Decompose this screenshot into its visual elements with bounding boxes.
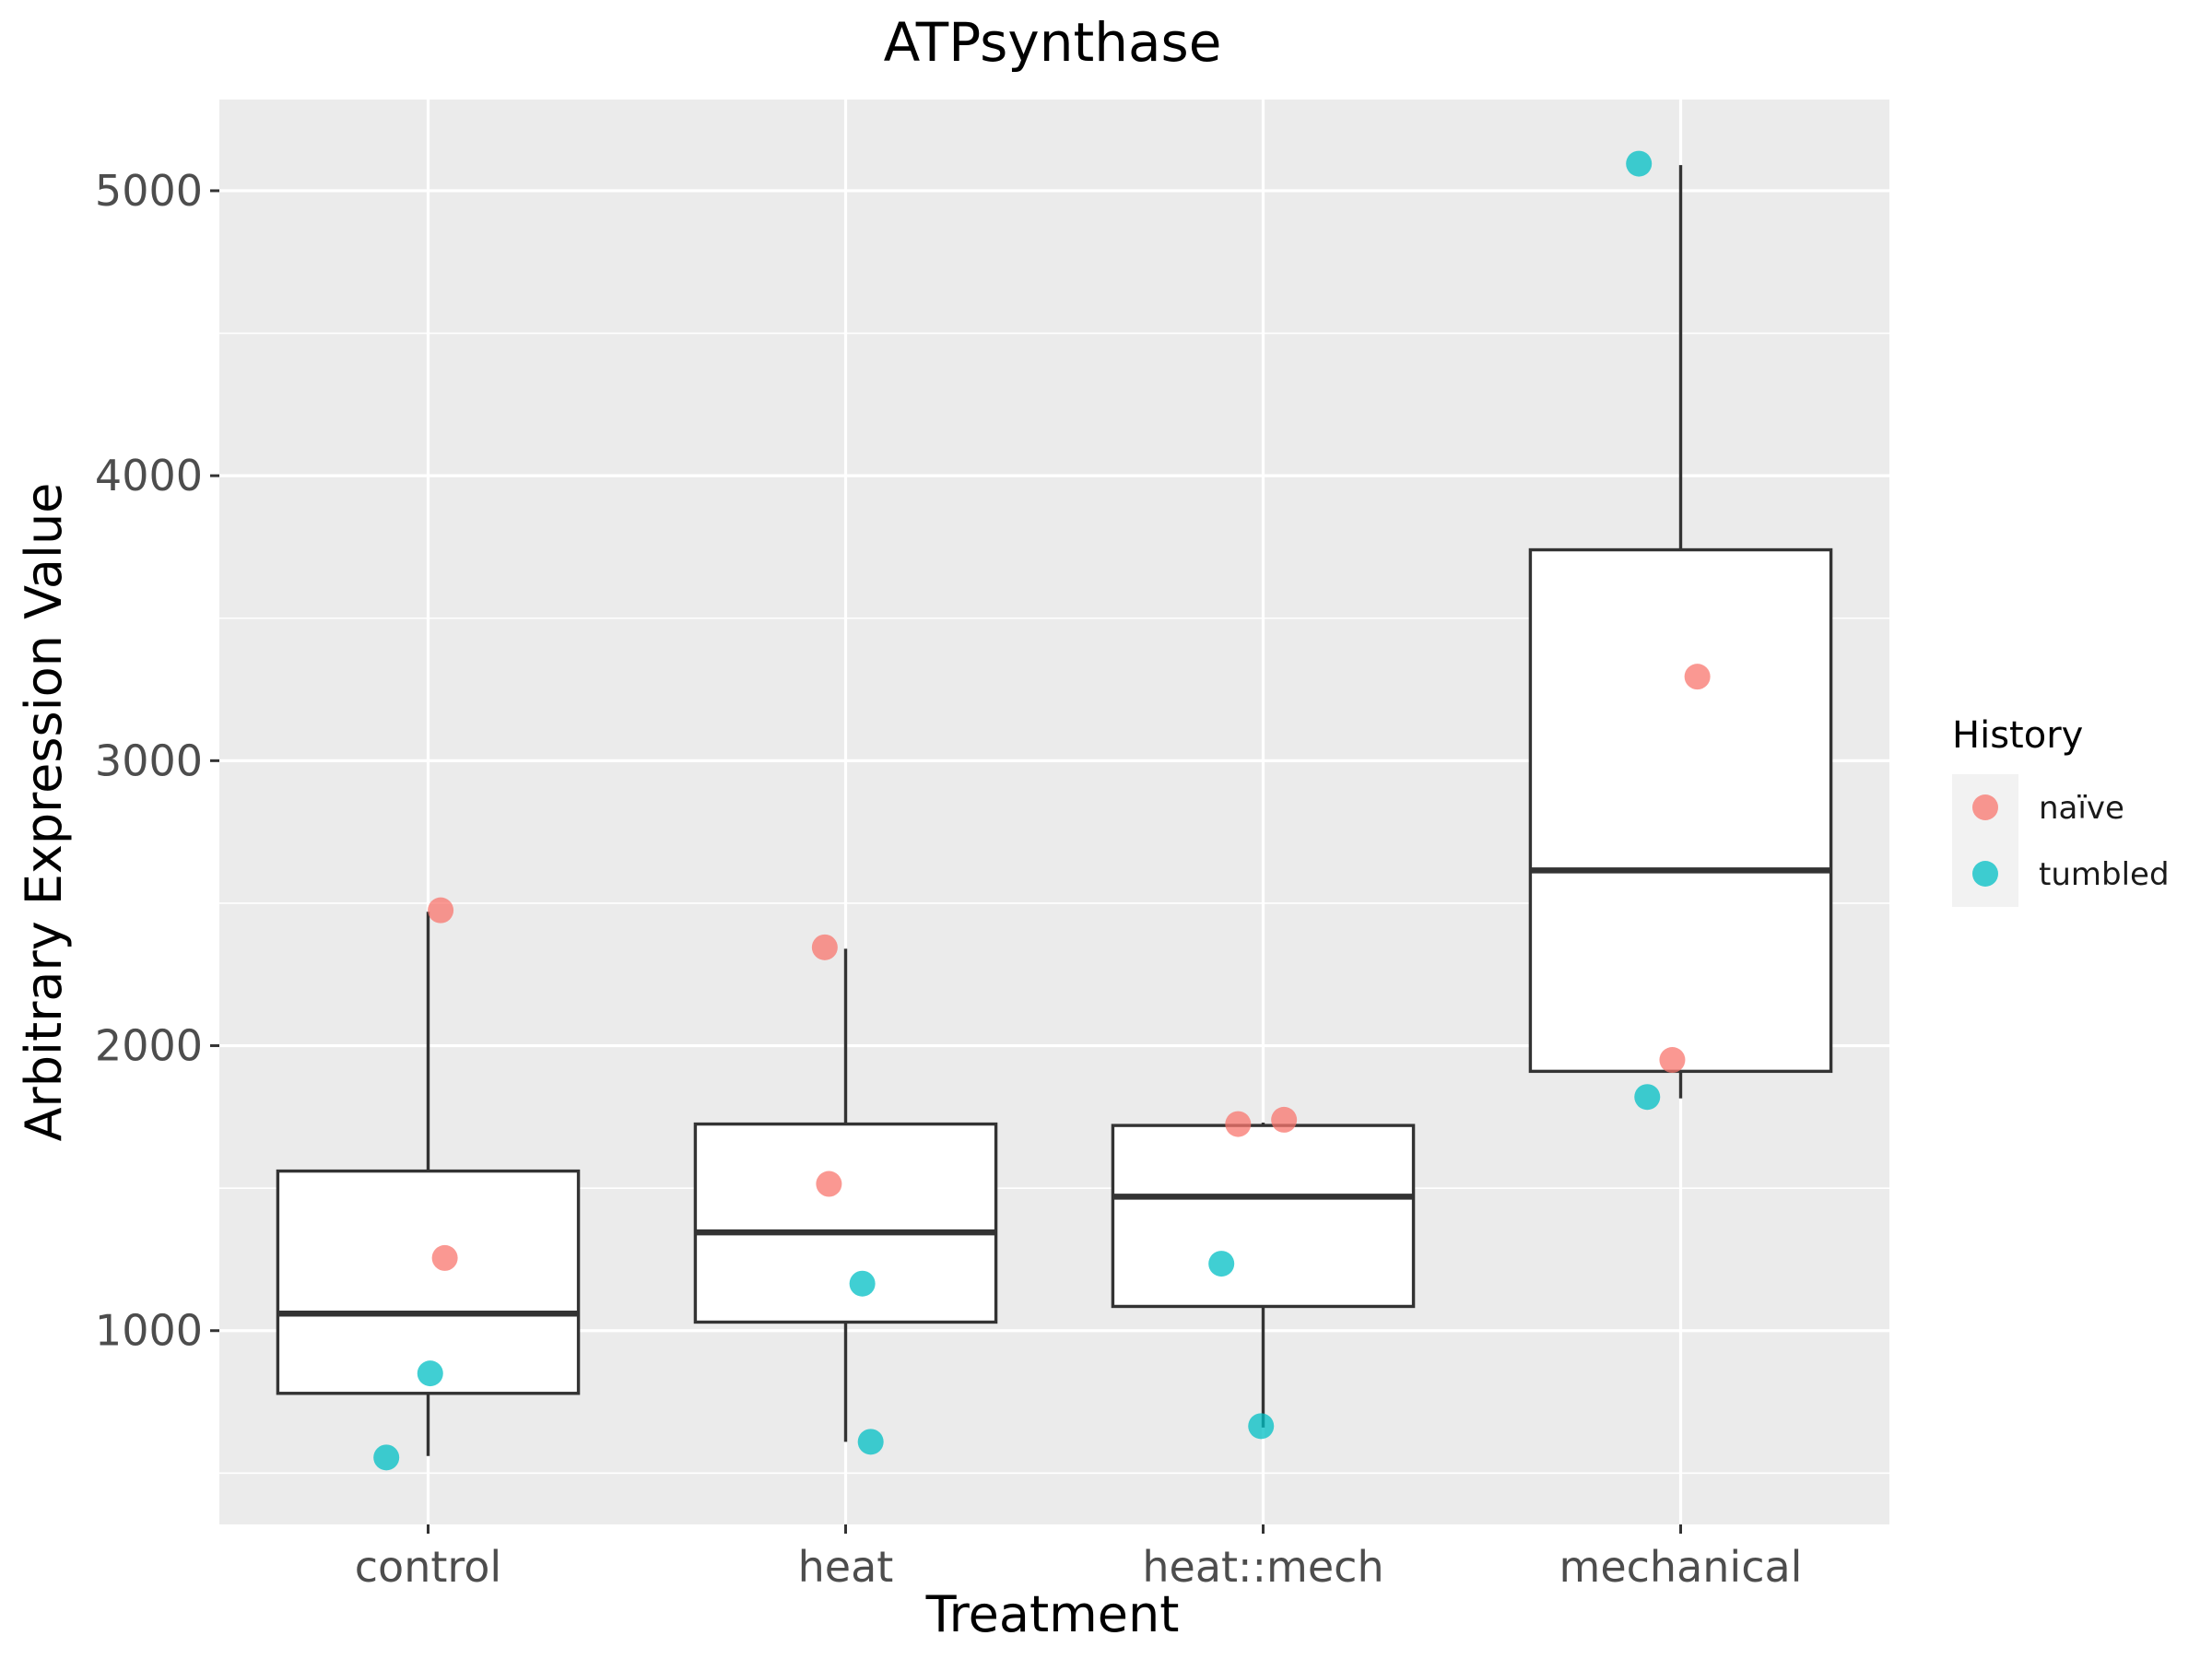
point-layer bbox=[373, 150, 1711, 1471]
box-layer bbox=[276, 165, 1833, 1456]
y-tick-label: 2000 bbox=[95, 1021, 203, 1071]
data-point bbox=[849, 1270, 876, 1297]
box-heat bbox=[693, 948, 998, 1442]
legend-label: naïve bbox=[2039, 790, 2124, 827]
box-iqr bbox=[693, 1122, 998, 1324]
chart-title: ATPsynthase bbox=[884, 11, 1222, 74]
data-point bbox=[816, 1171, 842, 1197]
data-point bbox=[428, 897, 454, 924]
box-control bbox=[276, 912, 581, 1456]
y-tick-label: 5000 bbox=[95, 166, 203, 216]
x-tick-label: heat bbox=[798, 1542, 894, 1592]
legend-title: History bbox=[1952, 714, 2083, 757]
x-axis-label: Treatment bbox=[925, 1585, 1180, 1643]
box-mechanical bbox=[1528, 165, 1833, 1099]
data-point bbox=[373, 1444, 400, 1471]
data-point bbox=[1271, 1106, 1298, 1133]
legend-entries: naïve tumbled bbox=[1952, 774, 2170, 907]
x-axis-ticks: control heat heat::mech mechanical bbox=[355, 1524, 1803, 1592]
legend: History naïve tumbled bbox=[1952, 714, 2170, 907]
data-point bbox=[431, 1244, 458, 1271]
y-tick-label: 1000 bbox=[95, 1306, 203, 1356]
x-tick-label: control bbox=[355, 1542, 501, 1592]
box-heat-mech bbox=[1111, 1123, 1416, 1428]
data-point bbox=[1626, 150, 1653, 177]
data-point bbox=[417, 1360, 443, 1387]
data-point bbox=[857, 1429, 884, 1455]
x-tick-label: heat::mech bbox=[1142, 1542, 1383, 1592]
legend-key-naive bbox=[1972, 794, 1998, 820]
y-axis-ticks: 1000 2000 3000 4000 5000 bbox=[95, 166, 219, 1356]
box-iqr bbox=[1528, 547, 1833, 1074]
data-point bbox=[1684, 664, 1711, 690]
box-iqr bbox=[276, 1169, 581, 1395]
data-point bbox=[1634, 1084, 1661, 1111]
legend-key-tumbled bbox=[1972, 861, 1998, 887]
x-tick-label: mechanical bbox=[1559, 1542, 1803, 1592]
data-point bbox=[1659, 1047, 1686, 1074]
box-iqr bbox=[1111, 1124, 1416, 1309]
data-point bbox=[811, 934, 838, 960]
y-tick-label: 4000 bbox=[95, 451, 203, 500]
y-tick-label: 3000 bbox=[95, 735, 203, 785]
data-point bbox=[1248, 1413, 1275, 1440]
data-point bbox=[1208, 1251, 1235, 1277]
legend-label: tumbled bbox=[2039, 856, 2170, 893]
data-point bbox=[1225, 1111, 1252, 1137]
y-axis-label: Arbitrary Expression Value bbox=[15, 483, 73, 1142]
